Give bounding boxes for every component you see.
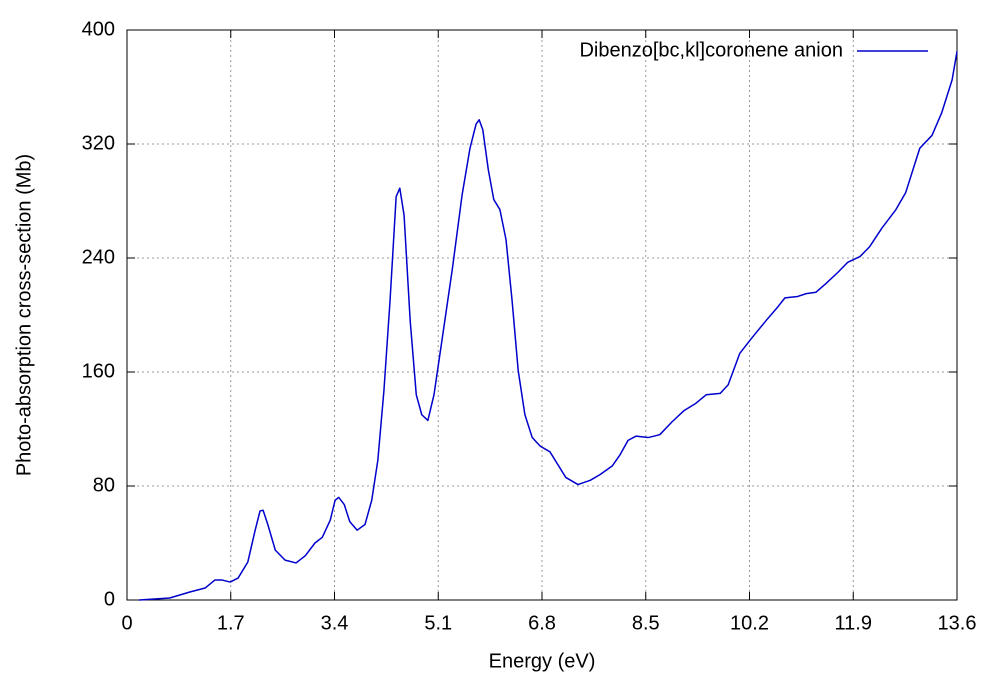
data-line: [139, 51, 958, 601]
x-tick-label: 8.5: [632, 612, 660, 634]
legend-label: Dibenzo[bc,kl]coronene anion: [579, 39, 843, 61]
x-tick-label: 11.9: [835, 612, 872, 634]
y-tick-label: 80: [93, 474, 115, 496]
x-tick-label: 1.7: [217, 612, 245, 634]
x-tick-label: 10.2: [730, 612, 769, 634]
x-axis-label: Energy (eV): [489, 650, 596, 672]
plot-frame: [126, 29, 958, 601]
y-tick-label: 0: [104, 588, 115, 610]
x-tick-label: 3.4: [321, 612, 349, 634]
y-tick-label: 320: [82, 132, 115, 154]
y-axis-label: Photo-absorption cross-section (Mb): [13, 154, 35, 476]
y-tick-label: 160: [82, 360, 115, 382]
y-tick-label: 240: [82, 246, 115, 268]
x-tick-label: 13.6: [938, 612, 977, 634]
x-tick-label: 5.1: [424, 612, 452, 634]
x-tick-label: 0: [121, 612, 132, 634]
x-tick-label: 6.8: [528, 612, 556, 634]
y-tick-label: 400: [82, 18, 115, 40]
